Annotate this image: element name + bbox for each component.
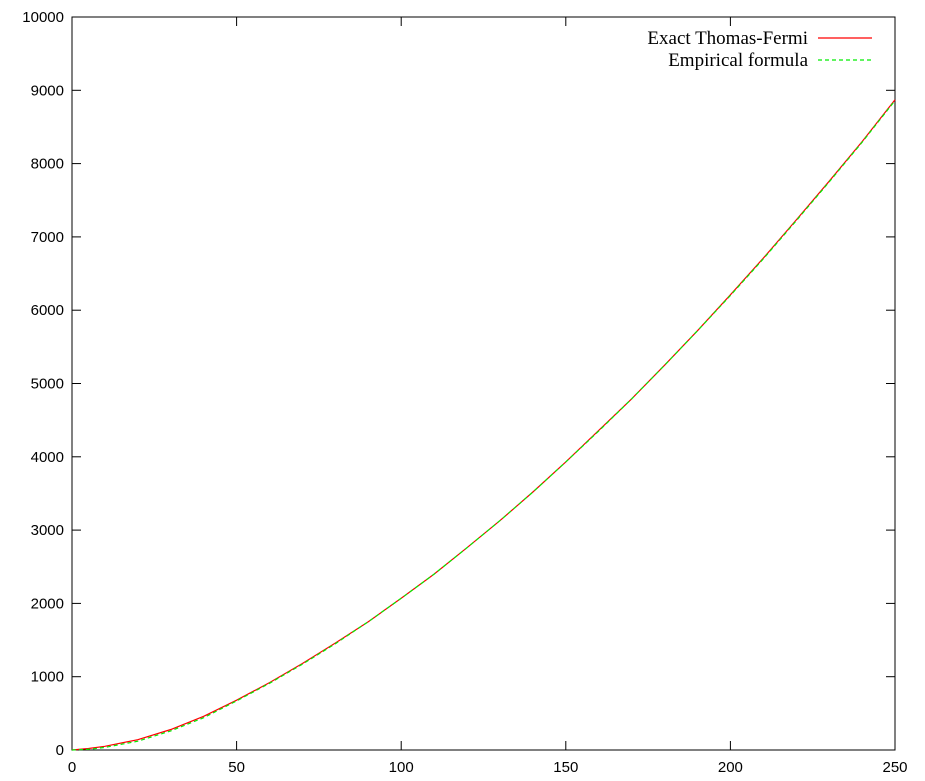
x-tick-labels: 0 50 100 150 200 250: [68, 759, 908, 776]
y-tick-label: 3000: [31, 522, 64, 539]
x-tick-label: 200: [718, 759, 743, 776]
y-tick-labels: 0 1000 2000 3000 4000 5000 6000 7000 8000 9000 100…: [22, 9, 64, 759]
y-tick-label: 10000: [22, 9, 64, 26]
y-tick-label: 2000: [31, 595, 64, 612]
axis-ticks: [71, 16, 896, 751]
legend-label-1: Empirical formula: [668, 50, 808, 71]
series-line-1: [71, 100, 896, 751]
y-tick-label: 0: [56, 742, 64, 759]
y-tick-label: 9000: [31, 82, 64, 99]
series-line-0: [71, 99, 896, 751]
legend-label-0: Exact Thomas-Fermi: [647, 28, 808, 49]
x-tick-label: 150: [553, 759, 578, 776]
y-tick-label: 7000: [31, 229, 64, 246]
x-tick-label: 100: [389, 759, 414, 776]
x-tick-label: 250: [882, 759, 907, 776]
y-tick-label: 4000: [31, 449, 64, 466]
y-tick-label: 5000: [31, 376, 64, 393]
y-tick-label: 1000: [31, 669, 64, 686]
series-lines: [71, 99, 896, 751]
plot-frame: [71, 16, 896, 751]
x-tick-label: 0: [68, 759, 76, 776]
x-tick-label: 50: [228, 759, 245, 776]
y-tick-label: 8000: [31, 156, 64, 173]
y-tick-label: 6000: [31, 302, 64, 319]
